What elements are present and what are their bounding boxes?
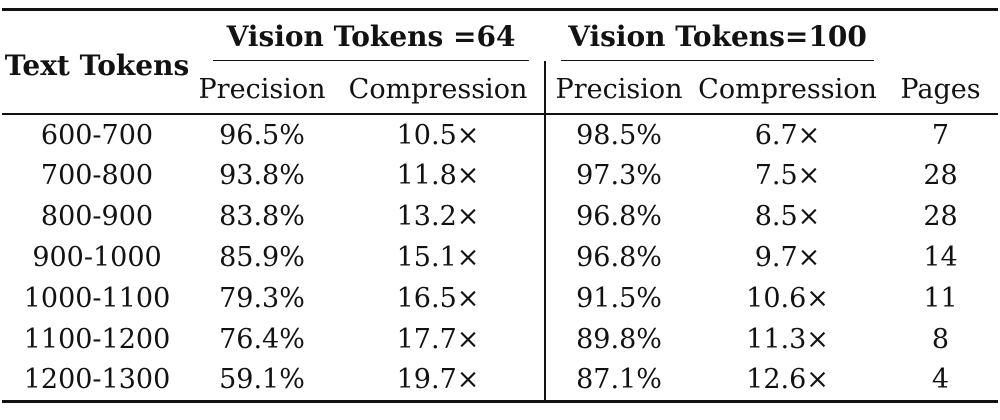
cell-pages: 8	[931, 324, 950, 355]
cell-precision-100: 96.8%	[544, 237, 693, 278]
cell-text-tokens: 1000-1100	[23, 283, 171, 314]
cell-precision-64: 59.1%	[219, 364, 305, 396]
table-row: 1200-1300 59.1% 19.7× 87.1% 12.6× 4	[2, 360, 998, 401]
cell-compression-100: 6.7×	[692, 113, 884, 155]
cell-precision-100: 97.3%	[544, 155, 693, 196]
column-header-precision-100: Precision	[544, 61, 693, 114]
table-row: 900-1000 85.9% 15.1× 96.8% 9.7× 14	[2, 237, 998, 278]
cell-pages: 7	[883, 113, 999, 155]
cell-precision-64: 76.4%	[219, 324, 305, 355]
cell-precision-64: 85.9%	[219, 242, 305, 273]
cell-pages: 28	[923, 160, 958, 191]
column-header-compression-64: Compression	[348, 73, 528, 105]
table-row: 800-900 83.8% 13.2× 96.8% 8.5× 28	[2, 196, 998, 237]
cell-pages: 14	[923, 242, 958, 273]
table-row: 600-700 96.5% 10.5× 98.5% 6.7× 7	[2, 113, 999, 155]
cell-compression-64: 10.5×	[332, 113, 546, 155]
table-row: 1100-1200 76.4% 17.7× 89.8% 11.3× 8	[2, 319, 998, 360]
cell-text-tokens: 800-900	[40, 201, 154, 232]
cell-compression-64: 17.7×	[396, 324, 480, 355]
cell-text-tokens: 1200-1300	[23, 364, 171, 396]
cell-compression-64: 15.1×	[396, 242, 480, 273]
cell-text-tokens: 600-700	[2, 113, 192, 155]
table-body: 600-700 96.5% 10.5× 98.5% 6.7× 7 700-800…	[2, 113, 999, 401]
cell-precision-64: 79.3%	[219, 283, 305, 314]
group-label-100: Vision Tokens=100	[561, 11, 875, 61]
cell-pages: 11	[923, 283, 958, 314]
results-table: Text Tokens Vision Tokens =64 Vision Tok…	[2, 8, 999, 403]
group-header-vision-tokens-100: Vision Tokens=100	[545, 10, 883, 61]
cell-precision-100: 89.8%	[544, 319, 693, 360]
cell-compression-64: 13.2×	[396, 201, 480, 232]
cell-compression-100: 9.7×	[754, 242, 821, 273]
cell-compression-64: 16.5×	[396, 283, 480, 314]
table-header: Text Tokens Vision Tokens =64 Vision Tok…	[2, 10, 998, 114]
table-row: 700-800 93.8% 11.8× 97.3% 7.5× 28	[2, 155, 998, 196]
cell-precision-64: 83.8%	[219, 201, 305, 232]
cell-text-tokens: 900-1000	[32, 242, 162, 273]
cell-precision-64: 96.5%	[192, 113, 332, 155]
cell-compression-100: 10.6×	[746, 283, 829, 314]
column-header-compression-100: Compression	[698, 73, 877, 105]
cell-compression-100: 8.5×	[754, 201, 821, 232]
cell-pages: 4	[931, 364, 950, 396]
group-header-spacer	[883, 10, 998, 62]
cell-precision-100: 91.5%	[544, 278, 693, 319]
cell-precision-64: 93.8%	[219, 160, 305, 191]
cell-text-tokens: 700-800	[40, 160, 154, 191]
group-header-vision-tokens-64: Vision Tokens =64	[192, 10, 545, 61]
cell-compression-100: 12.6×	[746, 364, 829, 396]
cell-compression-64: 11.8×	[396, 160, 480, 191]
stub-header-text-tokens: Text Tokens	[4, 48, 190, 82]
cell-pages: 28	[923, 201, 958, 232]
cell-precision-100: 87.1%	[544, 360, 693, 401]
cell-compression-64: 19.7×	[396, 364, 480, 396]
cell-text-tokens: 1100-1200	[23, 324, 171, 355]
group-header-row: Text Tokens Vision Tokens =64 Vision Tok…	[2, 10, 998, 82]
cell-compression-100: 7.5×	[754, 160, 821, 191]
cell-compression-100: 11.3×	[746, 324, 829, 355]
column-header-precision-64: Precision	[198, 73, 326, 105]
table-row: 1000-1100 79.3% 16.5× 91.5% 10.6× 11	[2, 278, 998, 319]
cell-precision-100: 98.5%	[544, 113, 693, 155]
sub-header-row: Precision Compression Precision Compress…	[2, 61, 998, 114]
group-label-64: Vision Tokens =64	[213, 11, 530, 61]
cell-precision-100: 96.8%	[544, 196, 693, 237]
column-header-pages: Pages	[900, 73, 981, 105]
